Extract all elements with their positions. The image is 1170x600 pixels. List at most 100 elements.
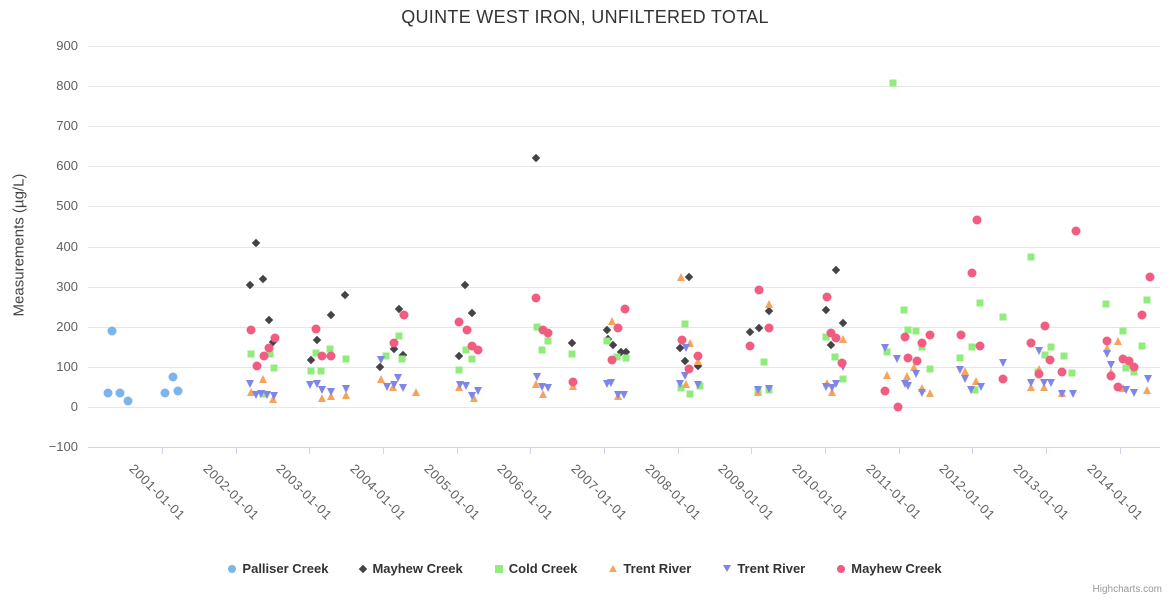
highcharts-credit-link[interactable]: Highcharts.com: [1092, 584, 1162, 595]
data-point[interactable]: [889, 79, 897, 87]
data-point[interactable]: [342, 384, 351, 393]
data-point[interactable]: [681, 344, 690, 352]
data-point[interactable]: [745, 327, 755, 337]
data-point[interactable]: [1034, 346, 1043, 355]
data-point[interactable]: [999, 313, 1007, 321]
data-point[interactable]: [473, 345, 483, 355]
data-point[interactable]: [880, 386, 890, 396]
legend-item-4[interactable]: Trent River: [609, 561, 691, 576]
data-point[interactable]: [1058, 390, 1067, 399]
data-point[interactable]: [999, 358, 1008, 367]
data-point[interactable]: [247, 388, 256, 397]
data-point[interactable]: [390, 380, 399, 389]
data-point[interactable]: [1129, 362, 1139, 372]
data-point[interactable]: [823, 378, 832, 387]
data-point[interactable]: [538, 390, 547, 399]
data-point[interactable]: [264, 315, 274, 325]
data-point[interactable]: [1041, 351, 1049, 359]
data-point[interactable]: [926, 365, 934, 373]
data-point[interactable]: [892, 354, 901, 363]
data-point[interactable]: [966, 386, 975, 395]
data-point[interactable]: [764, 306, 774, 316]
legend-item-3[interactable]: Cold Creek: [494, 561, 577, 576]
data-point[interactable]: [245, 380, 254, 388]
data-point[interactable]: [975, 341, 985, 351]
data-point[interactable]: [904, 326, 911, 334]
data-point[interactable]: [258, 274, 268, 283]
data-point[interactable]: [568, 350, 576, 358]
data-point[interactable]: [543, 328, 553, 338]
data-point[interactable]: [837, 358, 847, 368]
data-point[interactable]: [765, 299, 773, 308]
data-point[interactable]: [1047, 343, 1054, 351]
data-point[interactable]: [764, 323, 774, 333]
legend-item-5[interactable]: Trent River: [723, 561, 805, 576]
data-point[interactable]: [677, 335, 687, 345]
data-point[interactable]: [1071, 226, 1080, 235]
data-point[interactable]: [270, 392, 278, 401]
data-point[interactable]: [531, 154, 540, 163]
data-point[interactable]: [912, 327, 920, 335]
data-point[interactable]: [326, 392, 335, 401]
data-point[interactable]: [1026, 338, 1036, 348]
data-point[interactable]: [107, 326, 117, 336]
data-point[interactable]: [754, 285, 764, 295]
data-point[interactable]: [686, 390, 694, 398]
data-point[interactable]: [252, 390, 261, 399]
data-point[interactable]: [686, 338, 695, 347]
data-point[interactable]: [882, 370, 891, 379]
data-point[interactable]: [264, 343, 274, 353]
data-point[interactable]: [538, 325, 548, 335]
legend-item-2[interactable]: Mayhew Creek: [359, 561, 463, 576]
data-point[interactable]: [307, 367, 315, 375]
data-point[interactable]: [681, 320, 689, 327]
data-point[interactable]: [684, 273, 693, 282]
data-point[interactable]: [900, 332, 910, 342]
data-point[interactable]: [839, 375, 847, 383]
data-point[interactable]: [306, 380, 315, 389]
data-point[interactable]: [822, 333, 830, 341]
data-point[interactable]: [925, 388, 934, 397]
data-point[interactable]: [317, 394, 326, 403]
data-point[interactable]: [1119, 327, 1127, 335]
data-point[interactable]: [312, 335, 321, 345]
data-point[interactable]: [531, 293, 540, 303]
data-point[interactable]: [533, 323, 541, 331]
data-point[interactable]: [832, 380, 841, 388]
data-point[interactable]: [1118, 354, 1128, 364]
data-point[interactable]: [533, 372, 541, 381]
data-point[interactable]: [326, 351, 336, 361]
data-point[interactable]: [956, 330, 966, 340]
data-point[interactable]: [460, 281, 470, 290]
legend-item-6[interactable]: Mayhew Creek: [837, 561, 942, 576]
data-point[interactable]: [903, 353, 912, 363]
data-point[interactable]: [259, 351, 269, 361]
data-point[interactable]: [1143, 296, 1151, 304]
data-point[interactable]: [1143, 374, 1152, 383]
data-point[interactable]: [455, 366, 463, 374]
data-point[interactable]: [247, 350, 255, 358]
data-point[interactable]: [827, 388, 836, 397]
data-point[interactable]: [1129, 388, 1138, 397]
data-point[interactable]: [326, 345, 334, 353]
data-point[interactable]: [925, 330, 935, 340]
data-point[interactable]: [677, 384, 685, 392]
data-point[interactable]: [462, 325, 472, 335]
data-point[interactable]: [246, 325, 256, 335]
data-point[interactable]: [395, 332, 403, 340]
data-point[interactable]: [765, 384, 773, 393]
data-point[interactable]: [454, 317, 464, 327]
data-point[interactable]: [1124, 356, 1134, 366]
data-point[interactable]: [693, 380, 702, 389]
data-point[interactable]: [468, 355, 476, 363]
data-point[interactable]: [382, 382, 391, 391]
data-point[interactable]: [693, 351, 703, 361]
data-point[interactable]: [382, 352, 390, 360]
data-point[interactable]: [1137, 310, 1147, 320]
data-point[interactable]: [681, 372, 690, 380]
data-point[interactable]: [1046, 378, 1055, 387]
data-point[interactable]: [1143, 386, 1151, 395]
data-point[interactable]: [312, 380, 321, 388]
data-point[interactable]: [103, 388, 113, 398]
data-point[interactable]: [754, 323, 763, 333]
